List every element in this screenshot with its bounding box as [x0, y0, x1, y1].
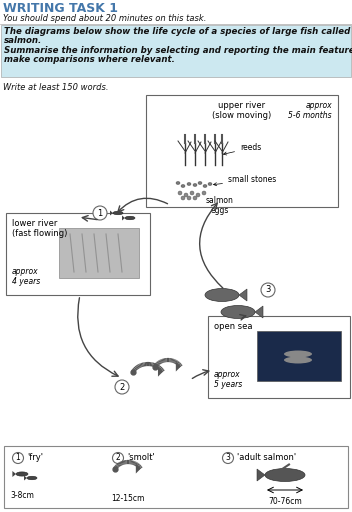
Ellipse shape — [16, 472, 28, 476]
Ellipse shape — [208, 182, 212, 185]
Text: make comparisons where relevant.: make comparisons where relevant. — [4, 55, 175, 64]
Ellipse shape — [176, 181, 180, 184]
Ellipse shape — [203, 184, 207, 187]
Ellipse shape — [205, 288, 239, 302]
Circle shape — [184, 193, 188, 197]
FancyBboxPatch shape — [4, 446, 348, 508]
Polygon shape — [136, 463, 141, 474]
Circle shape — [115, 380, 129, 394]
Text: 1: 1 — [98, 208, 103, 218]
Polygon shape — [12, 471, 16, 477]
Text: approx
5-6 months: approx 5-6 months — [288, 101, 332, 120]
Circle shape — [181, 196, 185, 200]
Polygon shape — [239, 289, 247, 301]
Text: open sea: open sea — [214, 322, 252, 331]
Text: lower river
(fast flowing): lower river (fast flowing) — [12, 219, 67, 239]
Text: 3: 3 — [226, 454, 231, 462]
Text: reeds: reeds — [224, 143, 261, 155]
Text: 1: 1 — [15, 454, 20, 462]
Text: You should spend about 20 minutes on this task.: You should spend about 20 minutes on thi… — [3, 14, 206, 23]
Circle shape — [113, 453, 124, 463]
Polygon shape — [110, 210, 113, 216]
FancyBboxPatch shape — [146, 95, 338, 207]
Circle shape — [13, 453, 24, 463]
Circle shape — [93, 206, 107, 220]
Text: 2: 2 — [119, 382, 125, 392]
Circle shape — [178, 191, 182, 195]
Circle shape — [222, 453, 233, 463]
Circle shape — [190, 191, 194, 195]
Ellipse shape — [113, 211, 123, 215]
Text: approx
4 years: approx 4 years — [12, 267, 40, 286]
Ellipse shape — [198, 181, 202, 184]
Text: 'adult salmon': 'adult salmon' — [237, 454, 296, 462]
Ellipse shape — [125, 216, 135, 220]
FancyBboxPatch shape — [0, 0, 352, 18]
FancyBboxPatch shape — [59, 228, 139, 278]
Circle shape — [261, 283, 275, 297]
Text: The diagrams below show the life cycle of a species of large fish called the: The diagrams below show the life cycle o… — [4, 27, 352, 36]
FancyBboxPatch shape — [208, 316, 350, 398]
Polygon shape — [176, 361, 181, 372]
FancyBboxPatch shape — [6, 213, 150, 295]
Ellipse shape — [27, 476, 37, 480]
Circle shape — [202, 191, 206, 195]
Text: Summarise the information by selecting and reporting the main features, and: Summarise the information by selecting a… — [4, 46, 352, 55]
Circle shape — [187, 196, 191, 200]
Text: approx
5 years: approx 5 years — [214, 370, 242, 390]
Text: WRITING TASK 1: WRITING TASK 1 — [3, 2, 118, 15]
FancyBboxPatch shape — [1, 25, 351, 77]
Text: Write at least 150 words.: Write at least 150 words. — [3, 83, 108, 92]
Text: 70-76cm: 70-76cm — [268, 497, 302, 506]
Text: 3: 3 — [265, 286, 271, 294]
Polygon shape — [257, 469, 265, 481]
Ellipse shape — [284, 351, 312, 357]
Polygon shape — [255, 306, 263, 318]
Circle shape — [193, 196, 197, 200]
Text: 2: 2 — [115, 454, 120, 462]
Ellipse shape — [284, 356, 312, 364]
Text: 3-8cm: 3-8cm — [10, 491, 34, 500]
Text: salmon.: salmon. — [4, 36, 42, 45]
Polygon shape — [24, 476, 27, 480]
Text: 'fry': 'fry' — [27, 454, 43, 462]
Ellipse shape — [193, 183, 197, 186]
Ellipse shape — [221, 306, 255, 318]
Text: 'smolt': 'smolt' — [127, 454, 155, 462]
Ellipse shape — [187, 182, 191, 185]
Text: upper river
(slow moving): upper river (slow moving) — [212, 101, 272, 120]
Text: salmon
eggs: salmon eggs — [206, 196, 234, 216]
Polygon shape — [122, 216, 125, 221]
FancyBboxPatch shape — [257, 331, 341, 381]
Ellipse shape — [181, 184, 185, 187]
Ellipse shape — [265, 468, 305, 481]
Circle shape — [196, 193, 200, 197]
Text: 12-15cm: 12-15cm — [111, 494, 145, 503]
Text: small stones: small stones — [214, 176, 276, 186]
Polygon shape — [158, 367, 163, 377]
